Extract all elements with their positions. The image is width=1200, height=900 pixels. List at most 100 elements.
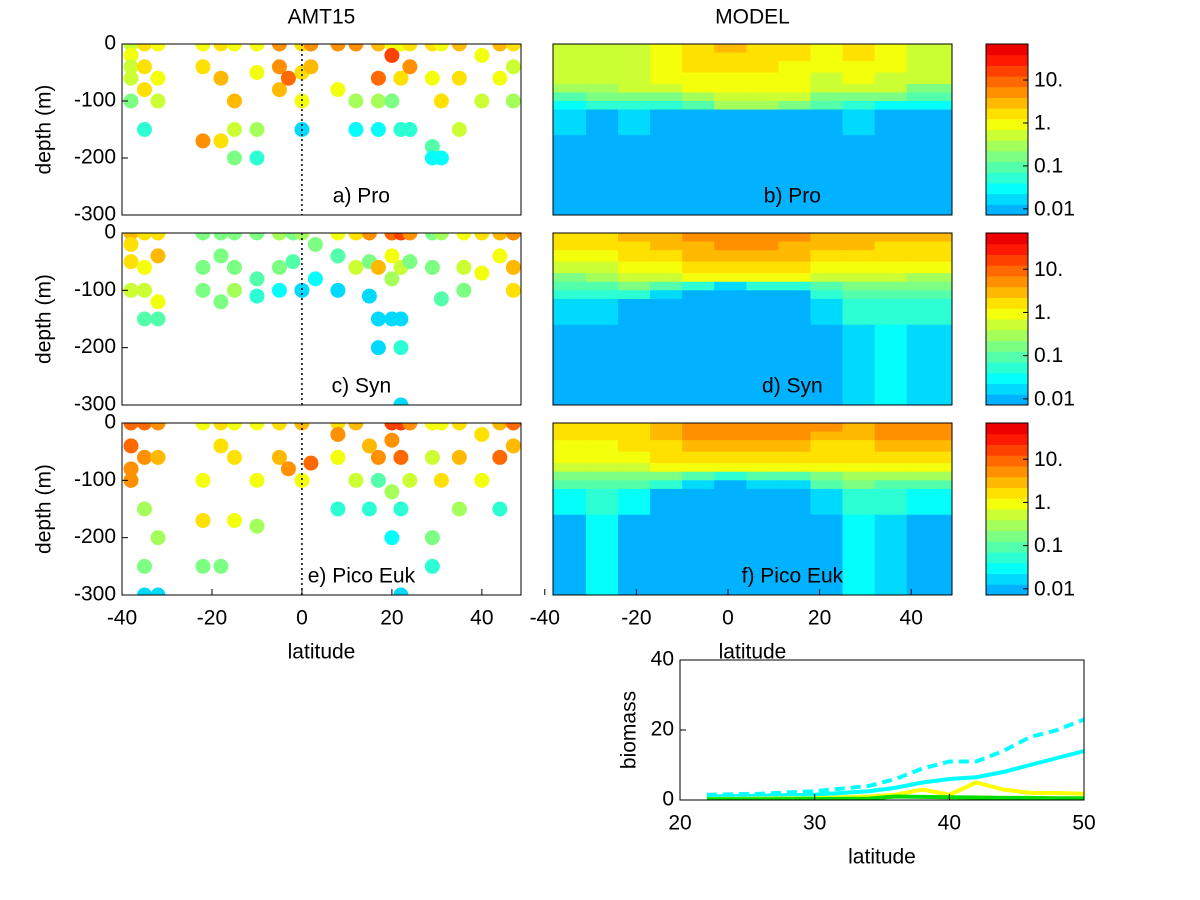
model-cell <box>553 72 587 85</box>
model-cell <box>714 250 747 263</box>
model-cell <box>650 101 683 111</box>
model-cell <box>618 92 651 102</box>
sample-point <box>226 423 242 431</box>
model-cell <box>650 290 683 300</box>
sample-point <box>370 311 386 327</box>
model-cell <box>746 83 779 93</box>
model-cell <box>746 109 779 136</box>
model-cell <box>714 488 747 516</box>
model-cell <box>874 92 908 102</box>
x-tick-label: 40 <box>938 812 961 835</box>
model-cell <box>810 72 844 85</box>
model-cell <box>650 440 683 453</box>
model-cell <box>842 52 876 62</box>
sample-point <box>370 340 386 356</box>
model-cell <box>618 135 651 215</box>
sample-point <box>456 282 472 298</box>
plot-content <box>123 44 521 215</box>
model-cell <box>585 298 619 326</box>
model-cell <box>874 233 908 243</box>
sample-point <box>348 259 364 275</box>
x-tick-label: 20 <box>808 607 831 630</box>
y-axis-label: biomass <box>618 691 641 769</box>
model-cell <box>874 101 908 111</box>
sample-point <box>370 259 386 275</box>
model-cell <box>682 463 715 473</box>
y-tick-label: -200 <box>74 146 116 169</box>
model-cell <box>842 261 876 274</box>
sample-point <box>123 47 139 63</box>
panel-label: f) Pico Euk <box>742 565 844 588</box>
sample-point <box>492 70 508 86</box>
plot-content <box>553 423 952 595</box>
sample-point <box>402 472 418 488</box>
model-cell <box>778 273 811 283</box>
colorbar-level <box>986 44 1028 56</box>
colorbar-level <box>986 76 1028 88</box>
model-cell <box>778 324 811 405</box>
model-cell <box>585 250 619 263</box>
panel: 10. 1. 0.1 0.01 MODEL b) Pro <box>552 6 1075 220</box>
axes-frame <box>552 43 953 216</box>
panel-label: a) Pro <box>333 185 390 208</box>
panel-title: AMT15 <box>288 6 356 29</box>
model-cell <box>585 471 619 481</box>
model-cell <box>810 241 844 251</box>
sample-point <box>384 530 400 546</box>
sample-point <box>280 70 296 86</box>
sample-point <box>136 282 152 298</box>
model-cell <box>553 44 587 54</box>
model-cell <box>874 463 908 473</box>
axes-frame <box>121 422 522 596</box>
model-cell <box>842 273 876 283</box>
model-cell <box>842 72 876 85</box>
model-cell <box>585 480 619 490</box>
colorbar-level <box>986 573 1028 585</box>
model-cell <box>906 451 952 464</box>
model-cell <box>842 488 876 516</box>
model-cell <box>650 451 683 464</box>
sample-point <box>195 472 211 488</box>
panel: 10. 1. 0.1 0.01 -40 -20 0 20 40 f) Pico Euk latitu… <box>530 422 1075 664</box>
model-cell <box>714 83 747 93</box>
axes-frame <box>552 422 953 596</box>
model-cell <box>618 83 651 93</box>
model-cell <box>842 281 876 291</box>
sample-point <box>136 59 152 75</box>
sample-point <box>226 150 242 166</box>
colorbar-level <box>986 108 1028 120</box>
colorbar-level <box>986 254 1028 266</box>
model-cell <box>618 72 651 85</box>
model-cell <box>874 261 908 274</box>
colorbar: 10. 1. 0.1 0.01 <box>985 232 1075 410</box>
sample-point <box>307 236 323 252</box>
x-tick-label: 20 <box>668 812 691 835</box>
colorbar-level <box>986 329 1028 341</box>
model-cell <box>714 281 747 291</box>
model-cell <box>714 463 747 473</box>
sample-point <box>123 423 139 431</box>
sample-point <box>249 65 265 80</box>
model-cell <box>714 241 747 251</box>
sample-point <box>370 44 386 52</box>
y-tick-label: -300 <box>74 393 116 416</box>
plot-content <box>706 717 1084 800</box>
y-tick-label: 0 <box>104 221 116 244</box>
sample-point <box>474 426 490 442</box>
model-cell <box>682 514 715 595</box>
sample-point <box>393 340 409 356</box>
model-cell <box>746 463 779 473</box>
sample-point <box>150 248 166 264</box>
model-cell <box>650 431 683 441</box>
model-cell <box>874 241 908 251</box>
model-cell <box>618 101 651 111</box>
model-cell <box>618 488 651 516</box>
model-cell <box>714 480 747 490</box>
model-cell <box>778 463 811 473</box>
colorbar-tick-label: 0.01 <box>1034 387 1075 410</box>
x-axis-label: latitude <box>288 641 356 664</box>
model-cell <box>714 273 747 283</box>
model-cell <box>874 290 908 300</box>
model-cell <box>842 83 876 93</box>
model-cell <box>585 261 619 274</box>
